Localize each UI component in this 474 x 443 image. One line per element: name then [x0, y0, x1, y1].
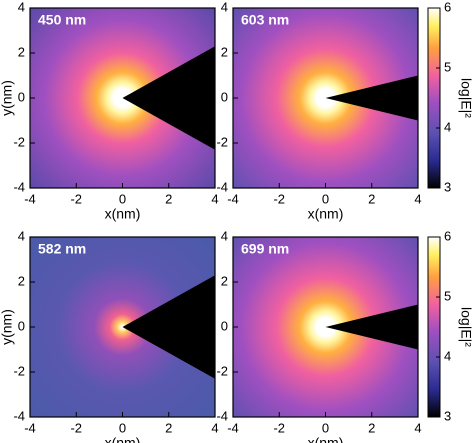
x-tick-label: 2: [165, 191, 172, 206]
y-tick-label: -4: [216, 179, 228, 194]
x-tick-label: 0: [119, 191, 126, 206]
x-tick-label: 4: [414, 191, 421, 206]
x-tick-label: 0: [322, 420, 329, 435]
x-tick-label: 2: [165, 420, 172, 435]
tip: [122, 46, 215, 150]
x-tick-label: -4: [227, 420, 239, 435]
colorbar-tick-label: 4: [444, 348, 451, 363]
x-tick-label: -4: [227, 191, 239, 206]
colorbar-label: log|E|²: [458, 307, 474, 347]
plot-area: [233, 237, 418, 417]
y-tick-label: 4: [221, 228, 228, 243]
colorbar-tick-label: 4: [444, 119, 451, 134]
y-tick-label: 0: [18, 89, 25, 104]
x-tick-label: 0: [322, 191, 329, 206]
y-tick-label: 0: [221, 318, 228, 333]
colorbar-tick-label: 5: [444, 59, 451, 74]
y-tick-label: 4: [18, 0, 25, 14]
x-axis-label: x(nm): [308, 435, 344, 443]
colorbar-tick-label: 6: [444, 0, 451, 14]
x-axis-label: x(nm): [308, 206, 344, 222]
panel-title: 699 nm: [241, 241, 289, 257]
colorbar-tick-label: 3: [444, 408, 451, 423]
y-axis-label: y(nm): [0, 80, 15, 116]
tip: [325, 304, 418, 350]
y-tick-label: -4: [13, 408, 25, 423]
panel-title: 450 nm: [38, 12, 86, 28]
x-axis-label: x(nm): [105, 435, 141, 443]
x-tick-label: -4: [24, 191, 36, 206]
y-tick-label: 0: [221, 89, 228, 104]
y-tick-label: -2: [216, 134, 228, 149]
colorbar-label: log|E|²: [458, 78, 474, 118]
panel-title: 582 nm: [38, 241, 86, 257]
x-tick-label: 0: [119, 420, 126, 435]
y-tick-label: -4: [216, 408, 228, 423]
plot-area: [30, 237, 215, 417]
y-tick-label: 4: [221, 0, 228, 14]
colorbar: [427, 236, 441, 418]
x-tick-label: -2: [273, 420, 285, 435]
y-tick-label: -2: [216, 363, 228, 378]
x-tick-label: -2: [273, 191, 285, 206]
colorbar-tick-label: 6: [444, 228, 451, 243]
x-tick-label: -2: [70, 420, 82, 435]
y-tick-label: 2: [221, 44, 228, 59]
y-tick-label: 2: [18, 44, 25, 59]
x-tick-label: 4: [414, 420, 421, 435]
x-tick-label: 2: [368, 420, 375, 435]
x-axis-label: x(nm): [105, 206, 141, 222]
y-tick-label: 0: [18, 318, 25, 333]
panel-title: 603 nm: [241, 12, 289, 28]
x-tick-label: -4: [24, 420, 36, 435]
x-tick-label: -2: [70, 191, 82, 206]
tip: [122, 275, 215, 379]
y-tick-label: -2: [13, 363, 25, 378]
y-axis-label: y(nm): [0, 309, 15, 345]
y-tick-label: 4: [18, 228, 25, 243]
colorbar-tick-label: 5: [444, 288, 451, 303]
x-tick-label: 2: [368, 191, 375, 206]
plot-area: [30, 8, 215, 188]
y-tick-label: 2: [18, 273, 25, 288]
tip: [325, 75, 418, 121]
y-tick-label: -4: [13, 179, 25, 194]
colorbar: [427, 7, 441, 189]
colorbar-tick-label: 3: [444, 179, 451, 194]
x-tick-label: 4: [211, 420, 218, 435]
x-tick-label: 4: [211, 191, 218, 206]
plot-area: [233, 8, 418, 188]
y-tick-label: 2: [221, 273, 228, 288]
y-tick-label: -2: [13, 134, 25, 149]
